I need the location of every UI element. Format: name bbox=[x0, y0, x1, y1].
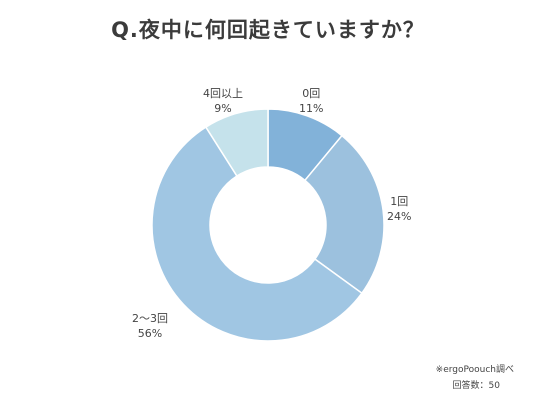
slice-label-3-value: 9% bbox=[214, 102, 232, 115]
slice-label-0-category: 0回 bbox=[302, 87, 321, 100]
slice-1 bbox=[303, 134, 385, 295]
chart-title: Q.夜中に何回起きていますか？ bbox=[111, 18, 425, 42]
slice-label-0: 0回 11% bbox=[299, 86, 323, 116]
slice-2 bbox=[151, 126, 363, 342]
slice-label-0-value: 11% bbox=[299, 102, 324, 115]
slice-label-1-value: 24% bbox=[387, 210, 412, 223]
slice-label-1: 1回 24% bbox=[387, 194, 411, 224]
slice-label-2-value: 56% bbox=[137, 327, 163, 340]
slice-label-3-category: 4回以上 bbox=[203, 87, 243, 100]
slice-label-1-category: 1回 bbox=[390, 195, 409, 208]
slice-3 bbox=[204, 108, 269, 178]
slice-label-2: 2～3回 56% bbox=[132, 311, 168, 341]
slice-label-3: 4回以上 9% bbox=[203, 86, 243, 116]
source-note: ※ergoPoouch調べ bbox=[435, 365, 514, 375]
slice-label-2-category: 2～3回 bbox=[132, 312, 168, 325]
respondents-note: 回答数：50 bbox=[452, 381, 500, 391]
